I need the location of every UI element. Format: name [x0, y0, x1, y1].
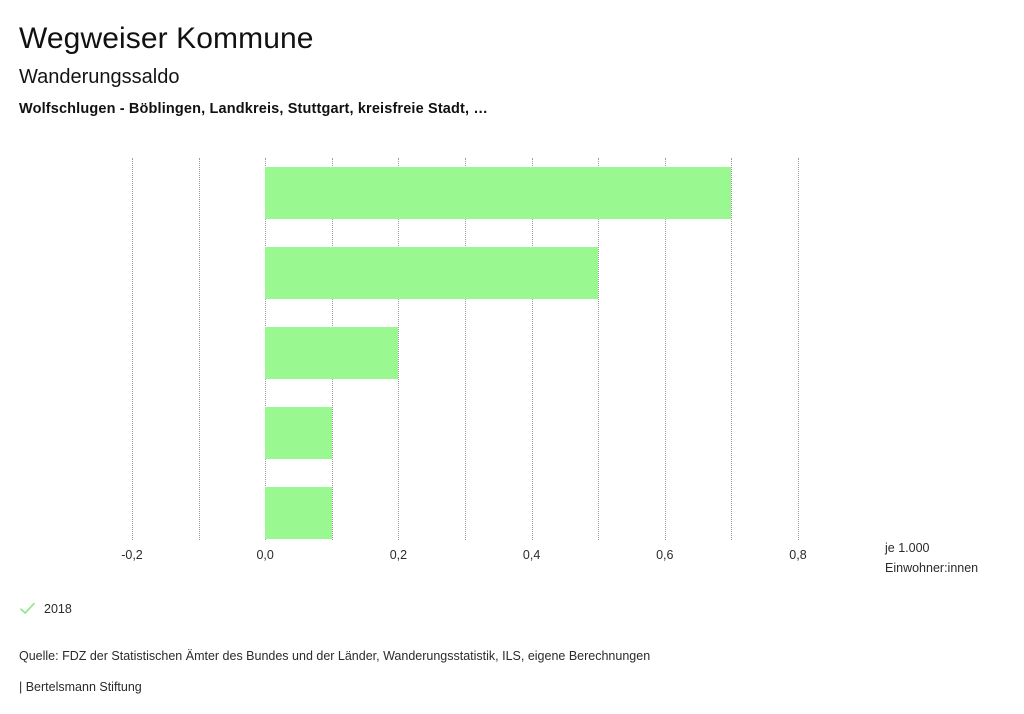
bar[interactable] — [265, 407, 332, 459]
chart-title: Wanderungssaldo — [19, 66, 180, 88]
chart-legend[interactable]: 2018 — [19, 600, 72, 617]
page-title: Wegweiser Kommune — [19, 22, 314, 55]
chart-footer: Quelle: FDZ der Statistischen Ämter des … — [19, 641, 1009, 703]
axis-unit-label: je 1.000 Einwohner:innen — [885, 538, 978, 578]
chart-subtitle: Wolfschlugen - Böblingen, Landkreis, Stu… — [19, 101, 489, 117]
check-icon — [19, 600, 36, 617]
bar[interactable] — [265, 327, 399, 379]
gridline — [598, 158, 600, 540]
x-axis-tick-label: -0,2 — [121, 548, 143, 562]
chart-header: Wegweiser Kommune Wanderungssaldo Wolfsc… — [19, 0, 1009, 119]
plot-canvas — [132, 158, 799, 540]
bar[interactable] — [265, 487, 332, 539]
gridline — [798, 158, 799, 540]
axis-unit-line-2: Einwohner:innen — [885, 561, 979, 575]
bar-row — [132, 167, 798, 219]
x-axis-ticks: -0,2 0,0 0,2 0,4 0,6 0,8 — [121, 548, 806, 570]
x-axis-tick-label: 0,0 — [256, 548, 274, 562]
gridline — [465, 158, 466, 540]
x-axis-tick-label: 0,8 — [789, 548, 807, 562]
gridline — [531, 158, 533, 540]
publisher-note: | Bertelsmann Stiftung — [19, 680, 142, 694]
gridline — [132, 158, 133, 540]
source-note: Quelle: FDZ der Statistischen Ämter des … — [19, 649, 651, 663]
gridline — [198, 158, 200, 540]
x-axis-tick-label: 0,6 — [656, 548, 674, 562]
bar-row — [132, 487, 798, 539]
bar-row — [132, 327, 798, 379]
bar[interactable] — [265, 247, 599, 299]
gridline — [731, 158, 733, 540]
x-axis-tick-label: 0,4 — [522, 548, 541, 562]
gridline — [398, 158, 400, 540]
axis-unit-line-1: je 1.000 — [885, 541, 930, 555]
chart-plot-area: Böblingen, LKStuttgartGießen, LKIngolsta… — [0, 155, 1024, 555]
bar[interactable] — [265, 167, 732, 219]
x-axis-tick-label: 0,2 — [389, 548, 408, 562]
legend-item-label: 2018 — [44, 601, 72, 616]
gridline — [664, 158, 666, 540]
bar-row — [132, 407, 798, 459]
bar-row — [132, 247, 798, 299]
